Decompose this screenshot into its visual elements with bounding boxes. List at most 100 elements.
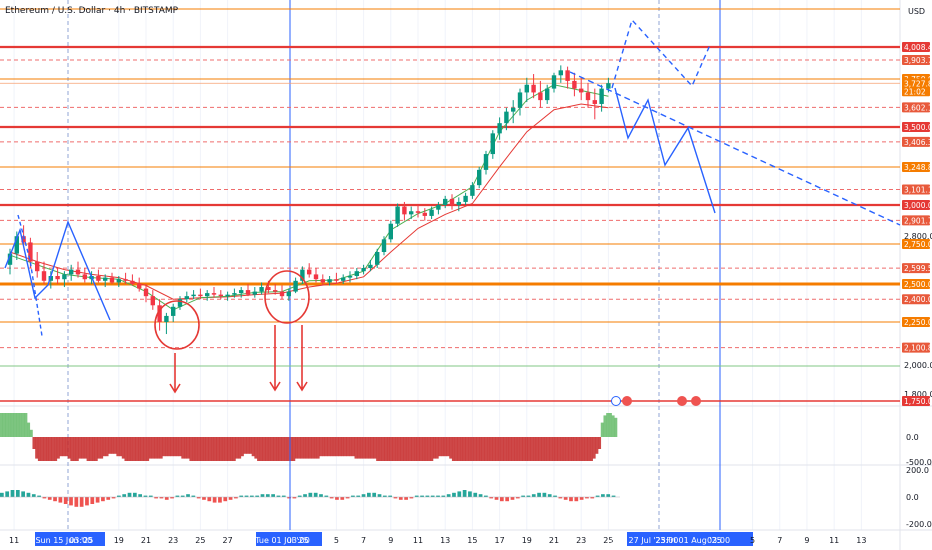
- candle-body: [273, 290, 278, 292]
- time-tick-label: Sun 27 Jul '25: [611, 536, 666, 545]
- price-level-tag-label: 3,602.1: [904, 103, 932, 112]
- histogram-bar: [492, 437, 496, 461]
- candle: [415, 205, 421, 218]
- oscillator-bar: [606, 494, 611, 497]
- histogram-bar: [135, 437, 139, 461]
- candle: [218, 290, 223, 300]
- candle-body: [531, 84, 536, 93]
- candle-body: [381, 239, 387, 252]
- histogram-bar: [524, 437, 528, 461]
- oscillator-bar: [276, 495, 281, 497]
- candle: [320, 274, 325, 286]
- price-level-tag-label: 2,750.0: [904, 240, 932, 249]
- candle: [205, 290, 210, 301]
- histogram-bar: [600, 422, 604, 437]
- histogram-bar: [516, 437, 520, 461]
- histogram-bar: [21, 413, 25, 437]
- oscillator-bar: [585, 497, 589, 499]
- price-level-tag-label: 3,000.0: [904, 201, 932, 210]
- oscillator-bar: [489, 497, 494, 499]
- histogram-bar: [102, 437, 106, 457]
- candle-body: [409, 211, 414, 215]
- histogram-bar: [397, 437, 401, 461]
- histogram-bar: [514, 437, 518, 461]
- histogram-bar: [121, 437, 125, 459]
- histogram-bar: [251, 437, 255, 457]
- oscillator-bar: [53, 497, 57, 502]
- candle: [198, 288, 203, 300]
- candle: [354, 268, 359, 280]
- histogram-bar: [56, 437, 60, 459]
- histogram-bar: [308, 437, 312, 459]
- price-level-tag: 3,101.1: [902, 184, 932, 195]
- histogram-bar: [608, 413, 612, 437]
- down-arrow-annotation: [169, 353, 181, 394]
- histogram-bar: [370, 437, 374, 459]
- time-tick-label: Sun 15 Jun '25: [35, 536, 93, 545]
- oscillator-bar: [234, 497, 238, 499]
- candle: [293, 277, 298, 294]
- oscillator-bar: [441, 495, 446, 497]
- histogram-bar: [322, 437, 326, 457]
- candle: [449, 194, 455, 210]
- candle-body: [415, 211, 421, 213]
- time-tick-label: 21: [549, 536, 559, 545]
- candle: [184, 291, 189, 303]
- circle-annotation: [154, 300, 200, 350]
- price-level-tag-label: 4,008.4: [904, 43, 932, 52]
- candle-body: [21, 236, 26, 243]
- candle-body: [35, 261, 40, 272]
- candle: [313, 268, 319, 283]
- histogram-bar: [408, 437, 412, 461]
- price-level-tag: 2,250.0: [902, 317, 932, 327]
- oscillator-bar: [69, 497, 73, 506]
- histogram-bar: [235, 437, 239, 459]
- candle: [225, 291, 230, 301]
- time-tick-label: 25: [195, 536, 205, 545]
- histogram-bar: [468, 437, 472, 461]
- time-tick-label: 9: [804, 536, 809, 545]
- histogram-bar: [46, 437, 50, 461]
- price-tick-label: 2,000.0: [904, 361, 932, 370]
- histogram-bar: [294, 437, 298, 459]
- oscillator-bar: [393, 497, 398, 499]
- candle: [171, 303, 176, 322]
- price-level-tag-bg: [902, 54, 930, 65]
- histogram-bar: [24, 413, 28, 437]
- candle-body: [293, 280, 298, 292]
- oscillator-bar: [329, 497, 334, 499]
- price-level-tag-label: 2,901.7: [904, 216, 932, 225]
- oscillator-bar: [494, 497, 499, 500]
- candle-body: [470, 185, 475, 196]
- candle-body: [137, 284, 142, 289]
- candle: [409, 206, 414, 220]
- candle: [592, 88, 597, 120]
- histogram-bar: [378, 437, 382, 461]
- oscillator-bar: [106, 497, 111, 500]
- histogram-bar: [175, 437, 179, 457]
- candle: [388, 220, 393, 243]
- oscillator-bar: [537, 492, 541, 497]
- price-level-tag: 2,100.8: [902, 342, 932, 353]
- histogram-bar: [224, 437, 228, 461]
- oscillator-tick-label: -200.0: [906, 520, 932, 529]
- histogram-bar: [500, 437, 504, 461]
- price-levels: [0, 8, 900, 402]
- candle-body: [286, 291, 291, 297]
- histogram-bar: [478, 437, 482, 461]
- histogram-bar: [460, 437, 464, 461]
- price-level-tag-label: 3,727.8: [904, 79, 932, 88]
- histogram-bar: [330, 437, 334, 457]
- oscillator-bar: [95, 497, 100, 503]
- histogram-bar: [359, 437, 363, 459]
- histogram-bar: [48, 437, 52, 461]
- time-tick-label: 17: [495, 536, 505, 545]
- histogram-bar: [443, 437, 447, 457]
- time-tick-label: 23: [168, 536, 178, 545]
- oscillator-bar: [111, 497, 116, 499]
- candle-body: [198, 294, 203, 297]
- price-level-tag-label: 3,406.3: [904, 138, 932, 147]
- oscillator-bar: [563, 497, 568, 500]
